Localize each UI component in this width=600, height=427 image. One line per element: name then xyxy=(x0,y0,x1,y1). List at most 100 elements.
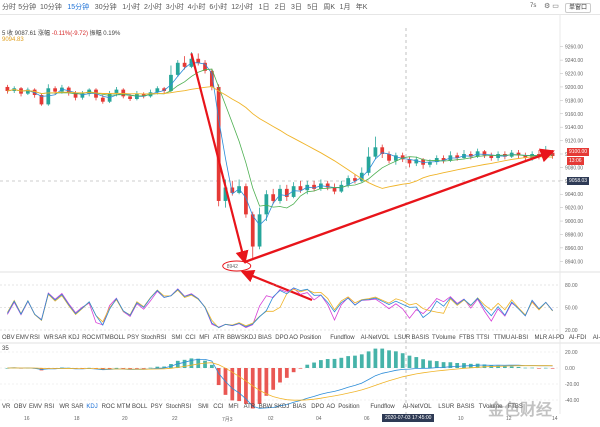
timeframe-12[interactable]: 2日 xyxy=(274,4,286,11)
candle-down xyxy=(230,187,235,193)
indicator-tab-top-24[interactable]: BASIS xyxy=(412,335,430,341)
timeframe-8[interactable]: 4小时 xyxy=(187,4,206,11)
date-label: 04 xyxy=(316,416,322,422)
indicator-tab-top-21[interactable]: Fundflow xyxy=(330,335,355,341)
settings-icon[interactable]: ⚙ ▭ xyxy=(544,3,559,10)
timeframe-4[interactable]: 30分钟 xyxy=(94,4,117,11)
macd-histogram-bar xyxy=(114,367,119,369)
indicator-tab-bottom-7[interactable]: ROC xyxy=(101,404,115,410)
timeframe-9[interactable]: 6小时 xyxy=(209,4,228,11)
indicator-tab-top-8[interactable]: BOLL xyxy=(110,335,126,341)
timeframe-11[interactable]: 1日 xyxy=(258,4,270,11)
indicator-tab-top-6[interactable]: ROC xyxy=(82,335,96,341)
candle-down xyxy=(400,155,405,160)
indicator-tab-bottom-24[interactable]: LSUR xyxy=(438,404,455,410)
indicator-tab-top-15[interactable]: BBW xyxy=(227,335,241,341)
candle-down xyxy=(421,159,425,165)
indicator-tab-top-25[interactable]: TVolume xyxy=(432,335,456,341)
timeframe-3[interactable]: 15分钟 xyxy=(67,4,90,11)
indicator-tab-bottom-8[interactable]: MTM xyxy=(116,404,131,410)
indicator-tab-top-10[interactable]: StochRSI xyxy=(141,335,167,341)
timeframe-1[interactable]: 5分钟 xyxy=(18,4,37,11)
indicator-tab-bottom-27[interactable]: FTBS xyxy=(507,404,523,410)
indicator-tab-bottom-26[interactable]: TVolume xyxy=(478,404,503,410)
indicator-tab-bottom-3[interactable]: RSI xyxy=(44,404,55,410)
indicator-tab-top-5[interactable]: KDJ xyxy=(68,335,79,341)
indicator-tab-top-0[interactable]: OBV xyxy=(2,335,15,341)
cursor-price-tag: 9058.03 xyxy=(567,177,590,185)
timeframe-15[interactable]: 周K xyxy=(323,4,336,11)
timeframe-16[interactable]: 1月 xyxy=(339,4,351,11)
indicator-tab-bottom-6[interactable]: KDJ xyxy=(86,404,98,410)
indicator-tab-top-11[interactable]: SMI xyxy=(171,335,182,341)
indicator-tab-top-20[interactable]: Position xyxy=(300,335,321,341)
zoom-level[interactable]: 7s xyxy=(530,3,537,9)
indicator-tab-top-1[interactable]: EMV xyxy=(16,335,29,341)
indicator-tab-top-29[interactable]: AI-BSI xyxy=(511,335,529,341)
indicator-tab-top-22[interactable]: AI-NetVOL xyxy=(361,335,391,341)
indicator-tab-top-7[interactable]: MTM xyxy=(96,335,110,341)
indicator-tab-bottom-11[interactable]: StochRSI xyxy=(165,404,192,410)
indicator-tab-top-18[interactable]: DPO xyxy=(275,335,288,341)
timeframe-6[interactable]: 2小时 xyxy=(144,4,162,11)
candle-down xyxy=(325,183,330,188)
indicator-tab-bottom-23[interactable]: AI-NetVOL xyxy=(402,404,432,410)
timeframe-2[interactable]: 10分钟 xyxy=(40,4,62,11)
layout-select[interactable]: 单窗口 xyxy=(565,3,592,13)
osc-line-k xyxy=(7,287,553,329)
indicator-tab-top-4[interactable]: SAR xyxy=(54,335,67,341)
indicator-tab-top-3[interactable]: WR xyxy=(44,335,55,341)
indicator-tab-top-31[interactable]: AI-PD xyxy=(548,335,565,341)
timeframe-7[interactable]: 3小时 xyxy=(165,4,184,11)
timeframe-10[interactable]: 12小时 xyxy=(231,4,253,11)
price-axis-label: 9020.00 xyxy=(565,206,583,212)
indicator-tab-bottom-19[interactable]: DPO xyxy=(311,404,325,410)
indicator-tab-bottom-9[interactable]: BOLL xyxy=(132,404,148,410)
timeframe-14[interactable]: 5日 xyxy=(307,4,319,11)
timeframe-5[interactable]: 1小时 xyxy=(122,4,141,11)
indicator-tab-top-30[interactable]: MLR xyxy=(535,335,548,341)
indicator-tab-top-12[interactable]: CCI xyxy=(185,335,196,341)
macd-histogram-bar xyxy=(148,367,153,369)
indicator-tab-bottom-16[interactable]: BBW xyxy=(258,404,273,410)
indicator-tab-bottom-10[interactable]: PSY xyxy=(150,404,163,410)
macd-histogram-bar xyxy=(155,366,160,368)
indicator-tab-top-33[interactable]: AI-LI xyxy=(593,335,600,341)
indicator-tab-bottom-15[interactable]: ATR xyxy=(243,404,256,410)
indicator-tab-top-27[interactable]: TTSI xyxy=(476,335,489,341)
date-label: 16 xyxy=(24,416,30,422)
indicator-tab-bottom-4[interactable]: WR xyxy=(59,404,70,410)
indicator-tab-bottom-0[interactable]: VR xyxy=(2,404,11,410)
indicator-tab-bottom-21[interactable]: Position xyxy=(338,404,360,410)
indicator-tab-top-14[interactable]: ATR xyxy=(213,335,225,341)
indicator-tab-bottom-20[interactable]: AO xyxy=(326,404,336,410)
macd-histogram-bar xyxy=(380,348,385,368)
indicator-tab-top-28[interactable]: TTMU xyxy=(494,335,511,341)
indicator-tab-bottom-22[interactable]: Fundflow xyxy=(370,404,395,410)
indicator-tab-top-16[interactable]: SKDJ xyxy=(241,335,256,341)
candle-up xyxy=(319,183,323,189)
indicator-tab-top-19[interactable]: AO xyxy=(289,335,298,341)
indicator-tab-bottom-14[interactable]: MFI xyxy=(228,404,239,410)
timeframe-17[interactable]: 年K xyxy=(355,4,368,11)
indicator-tab-top-9[interactable]: PSY xyxy=(127,335,139,341)
indicator-tab-bottom-1[interactable]: OBV xyxy=(13,404,27,410)
indicator-tab-bottom-25[interactable]: BASIS xyxy=(456,404,475,410)
indicator-tab-bottom-5[interactable]: SAR xyxy=(71,404,84,410)
macd-histogram-bar xyxy=(250,368,255,409)
indicator-tab-bottom-12[interactable]: SMI xyxy=(198,404,209,410)
indicator-tab-bottom-18[interactable]: BIAS xyxy=(292,404,307,410)
macd-histogram-bar xyxy=(448,362,453,368)
indicator-tab-top-17[interactable]: BIAS xyxy=(258,335,272,341)
indicator-tab-bottom-2[interactable]: EMV xyxy=(29,404,43,410)
indicator-tab-top-23[interactable]: LSUR xyxy=(394,335,411,341)
indicator-tab-bottom-13[interactable]: CCI xyxy=(213,404,224,410)
indicator-tab-bottom-17[interactable]: SKDJ xyxy=(274,404,290,410)
indicator-tab-top-2[interactable]: RSI xyxy=(30,335,40,341)
indicator-tab-top-32[interactable]: AI-FDI xyxy=(569,335,587,341)
indicator-tab-top-26[interactable]: FTBS xyxy=(459,335,474,341)
timeframe-13[interactable]: 3日 xyxy=(291,4,302,11)
timeframe-0[interactable]: 分时 xyxy=(2,4,16,11)
indicator-tab-top-13[interactable]: MFI xyxy=(199,335,210,341)
